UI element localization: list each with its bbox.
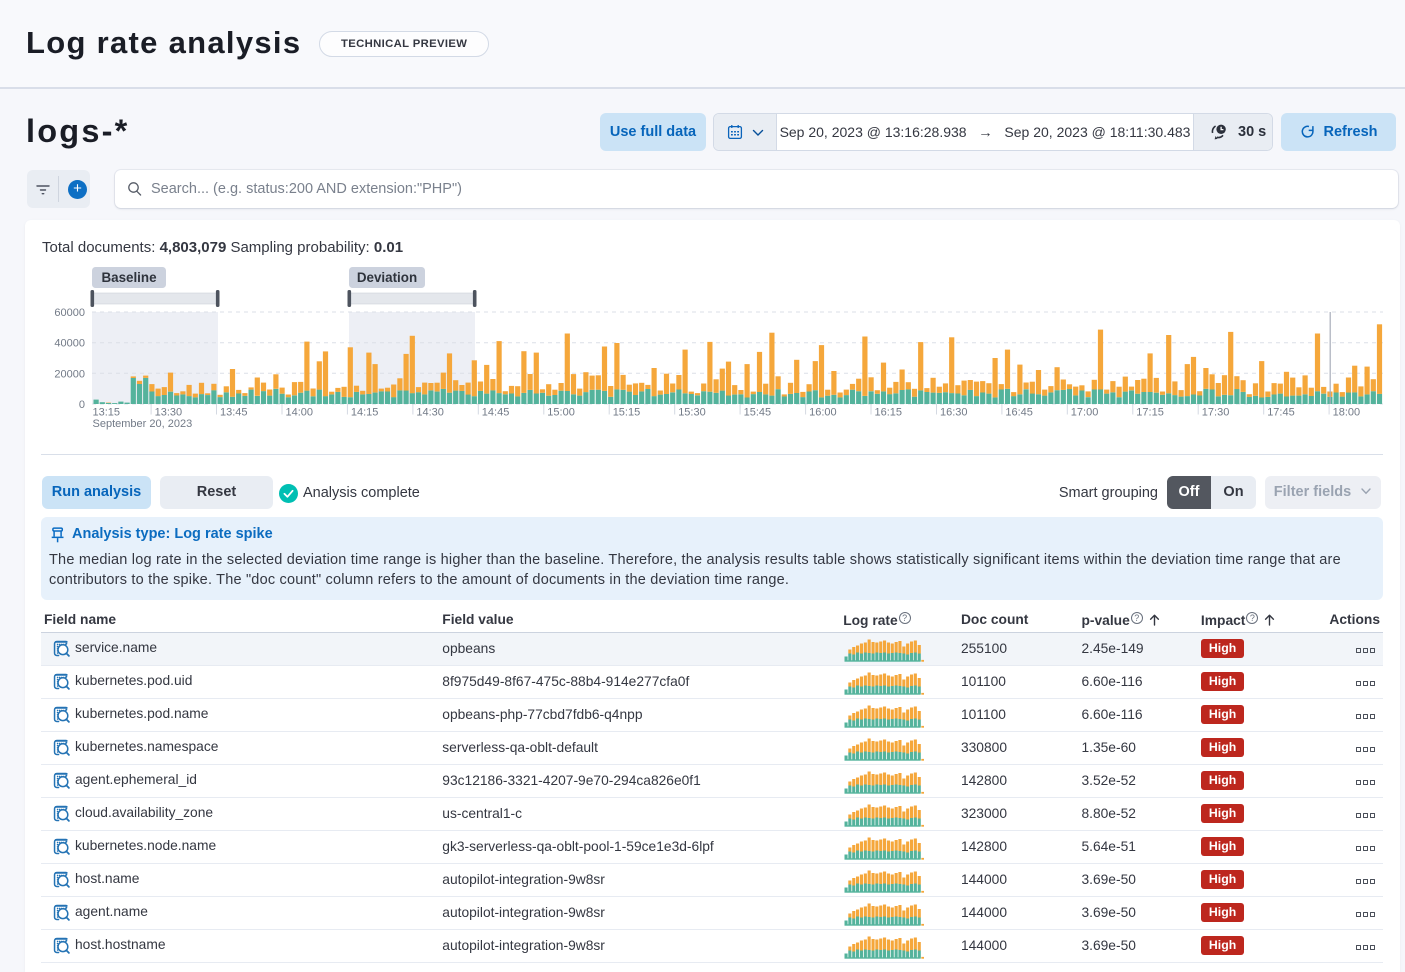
svg-text:18:00: 18:00: [1333, 407, 1361, 419]
svg-text:13:45: 13:45: [220, 407, 248, 419]
svg-text:14:45: 14:45: [482, 407, 510, 419]
svg-text:14:00: 14:00: [286, 407, 314, 419]
svg-text:15:45: 15:45: [744, 407, 772, 419]
svg-text:14:30: 14:30: [416, 407, 444, 419]
svg-text:17:45: 17:45: [1267, 407, 1295, 419]
svg-text:17:00: 17:00: [1071, 407, 1099, 419]
svg-text:20000: 20000: [54, 368, 85, 380]
svg-text:16:45: 16:45: [1005, 407, 1033, 419]
svg-text:13:15: 13:15: [93, 407, 121, 419]
svg-text:15:15: 15:15: [613, 407, 641, 419]
svg-text:16:15: 16:15: [875, 407, 903, 419]
svg-text:60000: 60000: [54, 307, 85, 319]
svg-text:16:30: 16:30: [940, 407, 968, 419]
svg-text:14:15: 14:15: [351, 407, 379, 419]
svg-text:15:30: 15:30: [678, 407, 706, 419]
svg-text:September 20, 2023: September 20, 2023: [93, 418, 193, 430]
svg-text:16:00: 16:00: [809, 407, 837, 419]
svg-text:15:00: 15:00: [547, 407, 575, 419]
svg-text:40000: 40000: [54, 338, 85, 350]
svg-text:17:30: 17:30: [1202, 407, 1230, 419]
svg-text:Deviation: Deviation: [357, 270, 417, 285]
svg-text:13:30: 13:30: [155, 407, 183, 419]
svg-text:Baseline: Baseline: [101, 270, 156, 285]
svg-text:17:15: 17:15: [1136, 407, 1164, 419]
svg-text:0: 0: [79, 399, 85, 411]
